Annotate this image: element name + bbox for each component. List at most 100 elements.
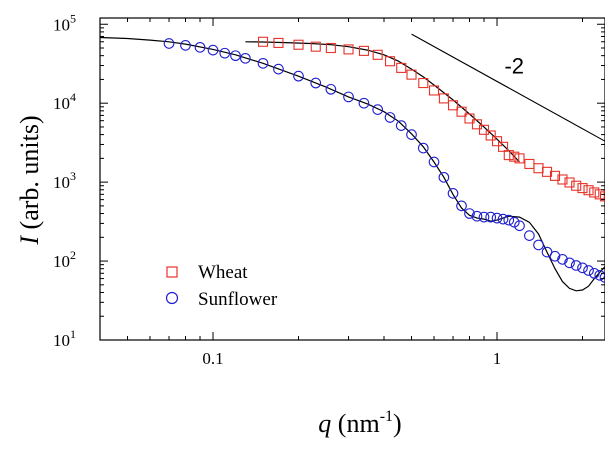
axis-ticks: 0.1 1 101 102 103 104 105 (53, 11, 605, 368)
slope-label: -2 (504, 54, 524, 79)
point-sunflower (384, 112, 396, 123)
point-sunflower (180, 40, 191, 51)
point-wheat (599, 191, 605, 202)
point-wheat (589, 187, 600, 198)
point-wheat (273, 37, 284, 48)
point-sunflower (273, 63, 284, 75)
point-wheat (549, 170, 561, 181)
point-wheat (577, 183, 588, 194)
point-sunflower (588, 267, 600, 279)
slope-annotation: -2 (411, 33, 605, 142)
point-sunflower (343, 91, 354, 103)
point-sunflower (508, 216, 520, 228)
point-wheat (464, 113, 475, 124)
point-wheat (447, 100, 459, 111)
point-sunflower (497, 213, 509, 225)
y-tick-label: 105 (53, 11, 76, 34)
point-wheat (524, 158, 535, 169)
point-wheat (478, 124, 490, 135)
point-wheat (503, 150, 514, 161)
y-tick-label: 101 (53, 327, 76, 350)
point-sunflower (478, 211, 490, 223)
point-sunflower (456, 200, 467, 212)
y-axis-label: I (arb. units) (15, 115, 44, 245)
point-sunflower (438, 171, 450, 183)
point-sunflower (583, 265, 594, 276)
point-wheat (396, 62, 407, 73)
point-wheat (471, 119, 483, 130)
point-sunflower (372, 104, 384, 115)
point-sunflower (219, 47, 231, 59)
point-wheat (491, 136, 503, 147)
point-sunflower (257, 57, 269, 69)
point-sunflower (564, 257, 575, 269)
point-sunflower (395, 120, 407, 131)
series-sunflower (163, 38, 605, 283)
point-sunflower (485, 211, 497, 223)
y-tick-label: 103 (53, 169, 76, 192)
point-sunflower (293, 70, 304, 82)
point-sunflower (447, 188, 459, 199)
point-sunflower (599, 272, 605, 283)
point-wheat (438, 93, 449, 104)
point-sunflower (310, 77, 322, 89)
point-wheat (257, 36, 269, 47)
point-sunflower (417, 142, 429, 154)
legend-label-sunflower: Sunflower (198, 289, 278, 310)
point-sunflower (549, 250, 561, 262)
point-wheat (557, 174, 568, 185)
point-wheat (343, 44, 354, 55)
point-wheat (293, 39, 304, 50)
point-wheat (358, 45, 370, 56)
y-tick-label: 104 (53, 90, 76, 113)
point-sunflower (491, 212, 503, 224)
point-sunflower (207, 44, 219, 56)
legend-label-wheat: Wheat (198, 262, 248, 283)
y-tick-label: 102 (53, 248, 76, 271)
x-tick-label: 0.1 (202, 349, 223, 368)
fit-curve-0 (245, 41, 520, 163)
point-wheat (509, 151, 520, 162)
point-wheat (372, 49, 383, 60)
x-tick-label: 1 (493, 349, 502, 368)
point-sunflower (514, 220, 525, 232)
slope-line (411, 33, 605, 142)
point-wheat (310, 41, 321, 52)
point-sunflower (503, 214, 515, 226)
point-sunflower (533, 239, 544, 251)
point-sunflower (406, 129, 417, 140)
legend: Wheat Sunflower (165, 262, 278, 310)
point-sunflower (524, 230, 535, 241)
point-sunflower (358, 97, 370, 109)
point-wheat (514, 153, 525, 164)
legend-marker-sunflower (165, 291, 179, 305)
fit-curves (99, 36, 605, 292)
point-wheat (428, 85, 440, 96)
point-wheat (418, 77, 429, 89)
series-wheat (257, 36, 605, 202)
fit-curve-1 (99, 36, 605, 292)
plot-frame (99, 17, 605, 341)
point-wheat (406, 69, 417, 80)
x-axis-label: q (nm-1) (318, 408, 401, 438)
point-wheat (564, 177, 575, 188)
point-wheat (533, 163, 544, 174)
point-wheat (456, 106, 467, 117)
point-sunflower (570, 260, 582, 271)
point-sunflower (325, 83, 337, 95)
point-sunflower (471, 210, 483, 222)
point-wheat (325, 42, 336, 54)
point-wheat (583, 185, 594, 196)
point-wheat (384, 56, 396, 67)
point-sunflower (428, 156, 440, 168)
point-sunflower (577, 262, 588, 274)
point-sunflower (194, 41, 206, 53)
point-wheat (485, 130, 496, 141)
data-series (163, 36, 605, 283)
point-sunflower (464, 208, 475, 219)
point-sunflower (557, 254, 568, 265)
legend-marker-wheat (166, 266, 178, 278)
point-wheat (571, 180, 582, 191)
point-sunflower (240, 52, 251, 64)
